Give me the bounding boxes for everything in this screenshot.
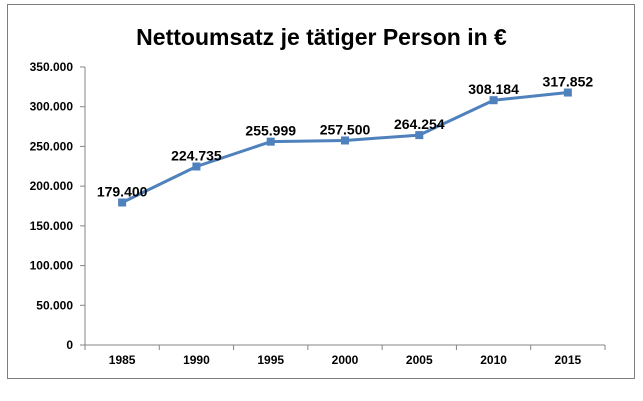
x-tick-label: 1985 bbox=[109, 353, 136, 367]
data-label: 317.852 bbox=[543, 74, 594, 90]
data-label: 264.254 bbox=[394, 116, 445, 132]
y-tick-label: 300.000 bbox=[30, 100, 74, 114]
chart-frame bbox=[7, 4, 635, 379]
y-tick-label: 100.000 bbox=[30, 259, 74, 273]
data-labels: 179.400 224.735 255.999 257.500 264.254 308.1… bbox=[97, 74, 594, 200]
data-point-marker bbox=[489, 96, 498, 105]
data-label: 224.735 bbox=[171, 147, 222, 163]
data-point-marker bbox=[341, 136, 349, 145]
x-tick-label: 2010 bbox=[480, 353, 507, 367]
data-label: 257.500 bbox=[320, 121, 371, 137]
y-tick-label: 200.000 bbox=[30, 179, 74, 193]
data-point-marker bbox=[118, 198, 127, 207]
x-tick-label: 1995 bbox=[257, 353, 284, 367]
data-point-marker bbox=[192, 162, 201, 171]
data-label: 308.184 bbox=[468, 81, 519, 97]
y-tick-label: 150.000 bbox=[30, 219, 74, 233]
axes: 0 50.000 100.000 150.000 200.000 250.000 300.0… bbox=[30, 60, 606, 367]
data-point-marker bbox=[415, 131, 424, 140]
chart-title: Nettoumsatz je tätiger Person in € bbox=[136, 24, 507, 50]
y-tick-label: 0 bbox=[66, 338, 73, 352]
x-tick-label: 2005 bbox=[406, 353, 433, 367]
series-line-group bbox=[118, 88, 572, 207]
x-tick-label: 2015 bbox=[555, 353, 582, 367]
y-tick-label: 350.000 bbox=[30, 60, 74, 74]
y-tick-label: 50.000 bbox=[36, 298, 73, 312]
data-point-marker bbox=[563, 88, 572, 97]
data-label: 255.999 bbox=[245, 123, 296, 139]
y-tick-label: 250.000 bbox=[30, 139, 74, 153]
x-tick-label: 1990 bbox=[183, 353, 210, 367]
x-tick-label: 2000 bbox=[332, 353, 359, 367]
data-label: 179.400 bbox=[97, 184, 148, 200]
data-point-marker bbox=[266, 137, 275, 146]
